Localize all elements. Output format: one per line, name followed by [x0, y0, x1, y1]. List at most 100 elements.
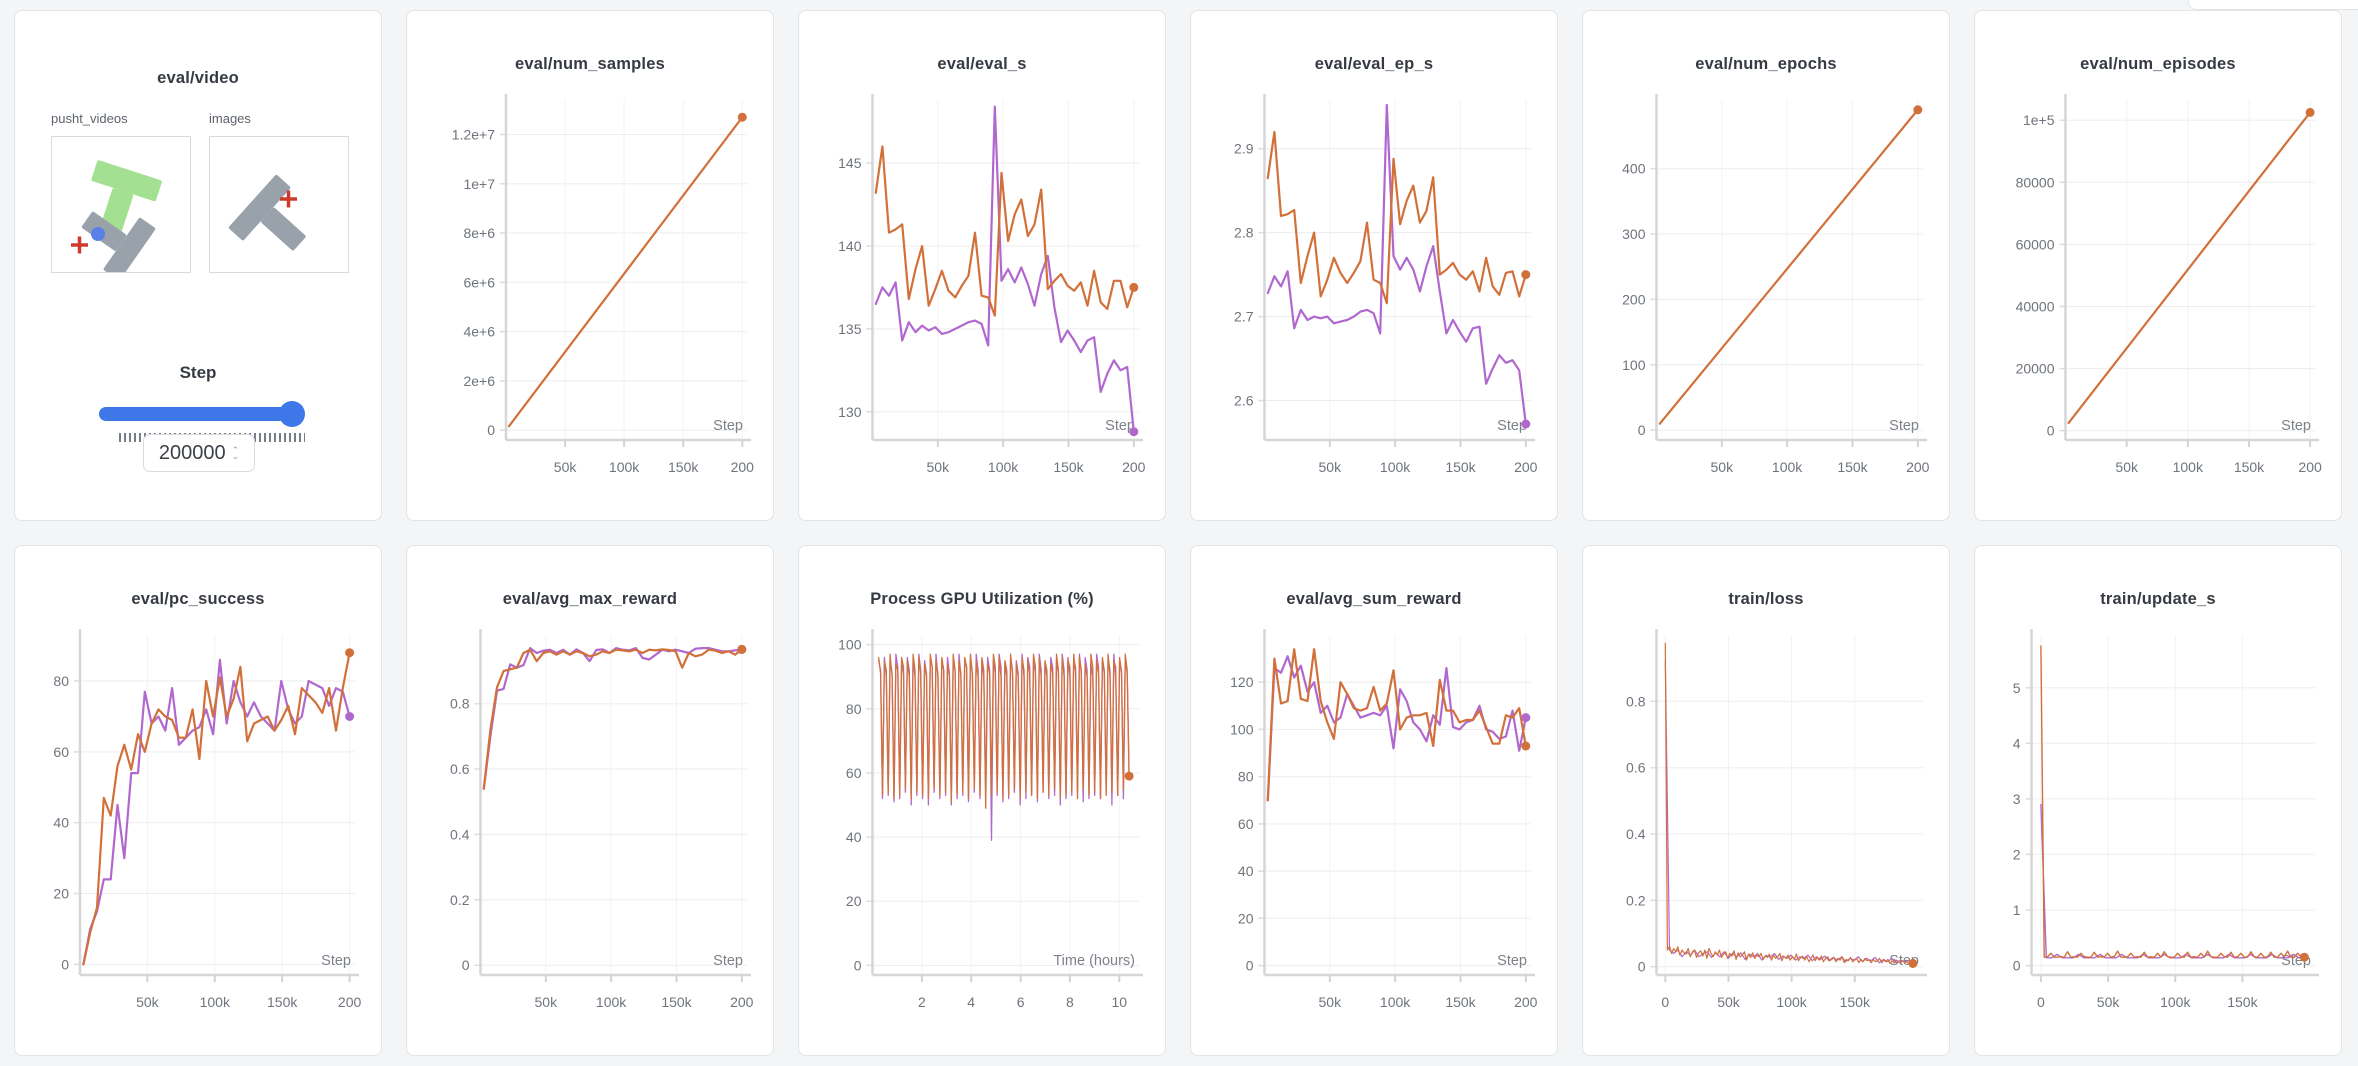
series-line-run-orange	[874, 145, 1135, 317]
series-line-run-orange	[507, 116, 744, 428]
chart-panel-eval-eval-ep-s[interactable]: eval/eval_ep_s 50k 100k 150k 200 2.6 2.7 2.8 2.9…	[1190, 10, 1558, 521]
x-tick-label: 50k	[2097, 994, 2121, 1010]
chart-plot-eval-pc-success[interactable]: 50k 100k 150k 200 0 20 40 60 80 Step	[15, 623, 382, 1027]
x-axis-label: Step	[1497, 953, 1527, 969]
x-tick-label: 200	[338, 994, 362, 1010]
x-tick-label: 200	[730, 994, 754, 1010]
chart-plot-eval-avg-sum-reward[interactable]: 50k 100k 150k 200 0 20 40 60 80 100 120 Step	[1191, 623, 1558, 1027]
chart-panel-train-update-s[interactable]: train/update_s 0 50k 100k 150k 0 1 2 3 4 5 Step	[1974, 545, 2342, 1056]
y-tick-label: 80	[53, 673, 69, 689]
x-tick-label: 50k	[554, 459, 578, 475]
y-tick-label: 1e+7	[463, 176, 495, 192]
x-tick-label: 150k	[267, 994, 298, 1010]
x-tick-label: 10	[1112, 994, 1128, 1010]
y-tick-label: 60	[846, 765, 862, 781]
x-axis-label: Time (hours)	[1053, 953, 1135, 969]
y-tick-label: 300	[1622, 226, 1646, 242]
step-input[interactable]: 200000 ⌃ ⌄	[143, 434, 255, 472]
x-tick-label: 150k	[668, 459, 699, 475]
series-line-run-orange	[2040, 645, 2305, 958]
chart-panel-process-gpu-utilization-[interactable]: Process GPU Utilization (%) 2 4 6 8 10 0 20 40 60…	[798, 545, 1166, 1056]
series-line-run-purple	[482, 647, 743, 790]
chart-panel-eval-pc-success[interactable]: eval/pc_success 50k 100k 150k 200 0 20 40 60 80 St…	[14, 545, 382, 1056]
y-tick-label: 80	[1238, 769, 1254, 785]
chart-title: eval/num_episodes	[2080, 55, 2236, 73]
y-tick-label: 0.4	[1626, 826, 1646, 842]
image-thumbnail[interactable]	[209, 136, 349, 273]
y-tick-label: 120	[1230, 674, 1254, 690]
slider-track[interactable]	[99, 407, 301, 421]
chart-panel-eval-eval-s[interactable]: eval/eval_s 50k 100k 150k 200 130 135 140 145 Ste…	[798, 10, 1166, 521]
series-line-run-orange	[1658, 108, 1919, 425]
x-tick-label: 100k	[200, 994, 231, 1010]
chart-panel-eval-num-episodes[interactable]: eval/num_episodes 50k 100k 150k 200 0 20000 400…	[1974, 10, 2342, 521]
slider-thumb[interactable]	[279, 401, 305, 427]
chart-title: train/loss	[1728, 590, 1804, 608]
y-tick-label: 0.8	[1626, 693, 1646, 709]
x-tick-label: 50k	[1319, 994, 1343, 1010]
x-tick-label: 150k	[2227, 994, 2258, 1010]
series-end-dot-run-orange	[1913, 105, 1923, 115]
y-tick-label: 5	[2013, 680, 2021, 696]
stepper-up-icon[interactable]: ⌃	[231, 445, 240, 455]
x-axis-label: Step	[2281, 418, 2311, 434]
chart-title: eval/eval_s	[937, 55, 1027, 73]
chart-plot-eval-num-samples[interactable]: 50k 100k 150k 200 0 2e+6 4e+6 6e+6 8e+6 1e+7 1.2e+…	[407, 88, 774, 492]
chart-panel-train-loss[interactable]: train/loss 0 50k 100k 150k 0 0.2 0.4 0.6 0.8 Step	[1582, 545, 1950, 1056]
series-end-dot-run-purple	[345, 712, 355, 721]
y-tick-label: 0	[1638, 959, 1646, 975]
series-line-run-orange	[2067, 111, 2312, 424]
series-end-dot-run-orange	[737, 112, 747, 122]
y-tick-label: 100	[838, 637, 862, 653]
y-tick-label: 2.9	[1234, 141, 1254, 157]
chart-panel-eval-avg-sum-reward[interactable]: eval/avg_sum_reward 50k 100k 150k 200 0 20 40 60…	[1190, 545, 1558, 1056]
x-tick-label: 0	[2037, 994, 2045, 1010]
x-tick-label: 100k	[2160, 994, 2191, 1010]
step-slider-label: Step	[179, 363, 217, 382]
y-tick-label: 400	[1622, 161, 1646, 177]
series-end-dot-run-orange	[2305, 107, 2315, 117]
chart-plot-eval-eval-s[interactable]: 50k 100k 150k 200 130 135 140 145 Step	[799, 88, 1166, 492]
series-line-run-purple	[1664, 660, 1914, 964]
x-tick-label: 200	[731, 459, 755, 475]
x-tick-label: 100k	[1776, 994, 1807, 1010]
video-thumbnail-pusht[interactable]	[51, 136, 191, 281]
stepper-arrows[interactable]: ⌃ ⌄	[231, 445, 240, 461]
y-tick-label: 0	[854, 957, 862, 973]
x-tick-label: 150k	[2234, 459, 2265, 475]
x-tick-label: 50k	[1717, 994, 1741, 1010]
x-axis-label: Step	[1105, 418, 1135, 434]
step-slider[interactable]	[99, 401, 305, 427]
stepper-down-icon[interactable]: ⌄	[231, 451, 240, 461]
chart-plot-eval-num-epochs[interactable]: 50k 100k 150k 200 0 100 200 300 400 Step	[1583, 88, 1950, 492]
chart-panel-eval-num-epochs[interactable]: eval/num_epochs 50k 100k 150k 200 0 100 200 300 4…	[1582, 10, 1950, 521]
y-tick-label: 60000	[2016, 236, 2055, 252]
x-tick-label: 4	[967, 994, 975, 1010]
chart-plot-eval-num-episodes[interactable]: 50k 100k 150k 200 0 20000 40000 60000 80000 1e+5 S…	[1975, 88, 2342, 492]
media-label-pusht-videos: pusht_videos	[51, 111, 128, 126]
chart-panel-eval-avg-max-reward[interactable]: eval/avg_max_reward 50k 100k 150k 200 0 0.2 0.4…	[406, 545, 774, 1056]
series-end-dot-run-orange	[1521, 741, 1531, 751]
x-tick-label: 150k	[1053, 459, 1084, 475]
y-tick-label: 0.6	[450, 761, 470, 777]
x-axis-label: Step	[713, 953, 743, 969]
chart-plot-eval-avg-max-reward[interactable]: 50k 100k 150k 200 0 0.2 0.4 0.6 0.8 Step	[407, 623, 774, 1027]
x-tick-label: 50k	[136, 994, 160, 1010]
y-tick-label: 2.8	[1234, 225, 1254, 241]
panel-eval-video[interactable]: eval/video pusht_videos images	[14, 10, 382, 521]
chart-panel-eval-num-samples[interactable]: eval/num_samples 50k 100k 150k 200 0 2e+6 4e+6 6…	[406, 10, 774, 521]
x-axis-label: Step	[321, 953, 351, 969]
series-line-run-orange	[1664, 642, 1914, 964]
chart-plot-eval-eval-ep-s[interactable]: 50k 100k 150k 200 2.6 2.7 2.8 2.9 Step	[1191, 88, 1558, 492]
x-tick-label: 50k	[1711, 459, 1735, 475]
media-label-images: images	[209, 111, 251, 126]
y-tick-label: 0.6	[1626, 760, 1646, 776]
series-end-dot-run-orange	[1129, 282, 1139, 292]
y-tick-label: 200	[1622, 291, 1646, 307]
series-line-run-orange	[1266, 648, 1527, 802]
x-tick-label: 150k	[1445, 459, 1476, 475]
y-tick-label: 8e+6	[463, 225, 495, 241]
